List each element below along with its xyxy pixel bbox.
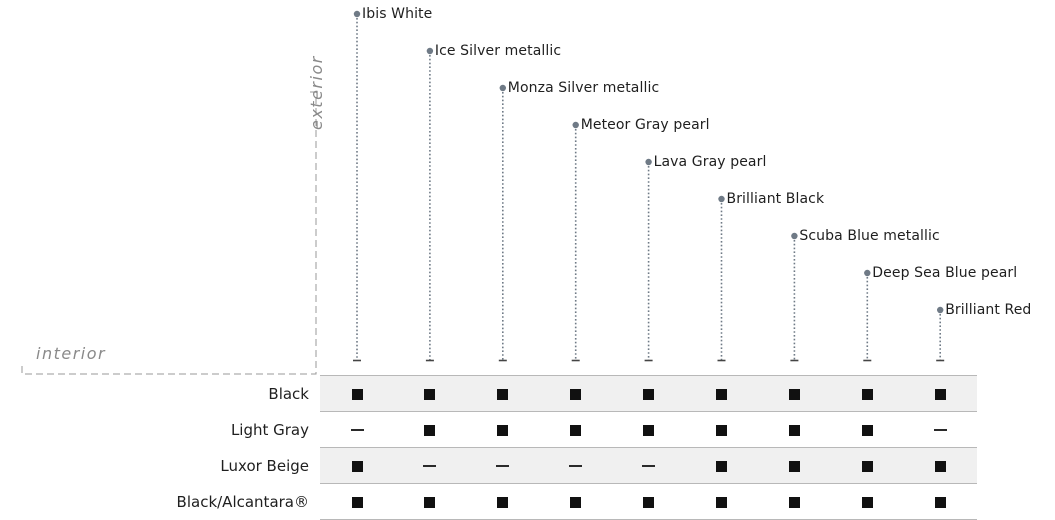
filled-square (643, 424, 655, 436)
filled-square (934, 496, 946, 508)
filled-square (716, 496, 727, 508)
available-mark (347, 457, 367, 475)
filled-square (497, 496, 509, 508)
interior-row-label: Black/Alcantara® (176, 493, 309, 511)
unavailable-mark (930, 421, 950, 439)
available-mark (639, 493, 659, 511)
filled-square (788, 460, 800, 472)
filled-square (570, 424, 582, 436)
available-mark (930, 493, 950, 511)
filled-square (424, 388, 436, 400)
filled-square (716, 388, 727, 400)
interior-row-label: Light Gray (230, 421, 309, 439)
stem-dot (499, 84, 506, 92)
interior-row-label: Black (268, 385, 309, 403)
dash (496, 465, 510, 467)
filled-square (716, 424, 727, 436)
unavailable-mark (639, 457, 659, 475)
stem-dot (572, 121, 579, 129)
interior-row-label: Luxor Beige (220, 457, 309, 475)
available-mark (420, 421, 440, 439)
available-mark (784, 385, 804, 403)
available-mark (639, 421, 659, 439)
filled-square (788, 496, 800, 508)
dash (933, 429, 947, 431)
available-mark (712, 457, 732, 475)
unavailable-mark (493, 457, 513, 475)
exterior-axis-label: exterior (307, 55, 326, 130)
available-mark (566, 493, 586, 511)
exterior-color-label: Monza Silver metallic (507, 80, 660, 96)
available-mark (857, 421, 877, 439)
unavailable-mark (347, 421, 367, 439)
stem-dot (645, 158, 652, 166)
available-mark (639, 385, 659, 403)
filled-square (351, 388, 363, 400)
filled-square (934, 388, 946, 400)
exterior-color-label: Ibis White (362, 6, 433, 22)
exterior-color-label: Meteor Gray pearl (580, 117, 710, 133)
filled-square (861, 424, 873, 436)
available-mark (493, 385, 513, 403)
available-mark (712, 421, 732, 439)
stem-dot (718, 195, 725, 203)
unavailable-mark (566, 457, 586, 475)
interior-axis-label: interior (36, 344, 107, 363)
exterior-color-label: Deep Sea Blue pearl (872, 265, 1018, 281)
unavailable-mark (420, 457, 440, 475)
available-mark (420, 385, 440, 403)
stem-dot (426, 47, 434, 55)
filled-square (570, 388, 582, 400)
dash (642, 465, 656, 467)
filled-square (643, 388, 655, 400)
filled-square (788, 424, 800, 436)
available-mark (566, 421, 586, 439)
filled-square (570, 496, 582, 508)
stem-dot (353, 10, 361, 18)
filled-square (861, 460, 873, 472)
exterior-color-label: Brilliant Black (726, 191, 825, 207)
available-mark (784, 421, 804, 439)
available-mark (857, 385, 877, 403)
dash (350, 429, 364, 431)
available-mark (420, 493, 440, 511)
available-mark (493, 421, 513, 439)
available-mark (857, 457, 877, 475)
exterior-color-label: Brilliant Red (945, 302, 1032, 318)
available-mark (930, 457, 950, 475)
filled-square (497, 424, 509, 436)
exterior-color-label: Ice Silver metallic (434, 43, 562, 59)
filled-square (934, 460, 946, 472)
available-mark (857, 493, 877, 511)
filled-square (351, 496, 363, 508)
available-mark (493, 493, 513, 511)
available-mark (712, 493, 732, 511)
available-mark (712, 385, 732, 403)
filled-square (424, 424, 436, 436)
available-mark (784, 493, 804, 511)
stem-dot (864, 269, 871, 277)
filled-square (643, 496, 655, 508)
filled-square (424, 496, 436, 508)
exterior-color-label: Scuba Blue metallic (799, 228, 940, 244)
filled-square (497, 388, 509, 400)
axis-dashed-frame (21, 91, 317, 375)
filled-square (716, 460, 727, 472)
filled-square (351, 460, 363, 472)
available-mark (930, 385, 950, 403)
filled-square (861, 496, 873, 508)
available-mark (347, 493, 367, 511)
exterior-color-label: Lava Gray pearl (653, 154, 767, 170)
dash (423, 465, 437, 467)
filled-square (788, 388, 800, 400)
available-mark (347, 385, 367, 403)
filled-square (861, 388, 873, 400)
available-mark (784, 457, 804, 475)
dash (569, 465, 583, 467)
stem-dot (937, 306, 944, 314)
stem-dot (791, 232, 798, 240)
available-mark (566, 385, 586, 403)
